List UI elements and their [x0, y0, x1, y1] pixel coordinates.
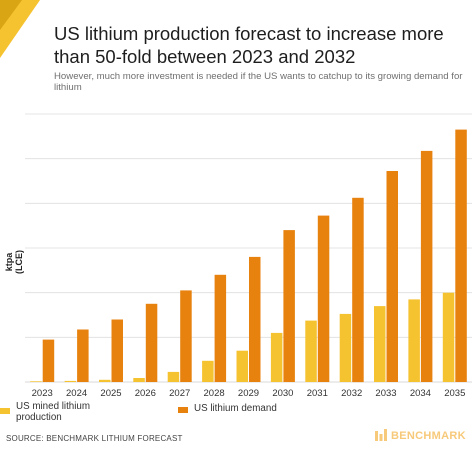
x-tick-label: 2024 [66, 388, 87, 399]
x-tick-label: 2033 [375, 388, 396, 399]
brand-name: BENCHMARK [391, 430, 466, 442]
bar-mined-2030 [270, 332, 283, 382]
brand-logo: BENCHMARK [374, 428, 470, 444]
bar-demand-2030 [283, 230, 295, 382]
x-tick-label: 2035 [444, 388, 465, 399]
bar-demand-2029 [249, 256, 261, 382]
bar-mined-2024 [64, 380, 77, 382]
bar-mined-2025 [99, 379, 111, 382]
x-tick-label: 2026 [135, 388, 156, 399]
bar-demand-2025 [111, 319, 123, 382]
legend-label-mined: US mined lithium production [16, 401, 91, 423]
bar-mined-2031 [305, 320, 317, 382]
bar-mined-2027 [167, 371, 180, 382]
bar-demand-2026 [145, 303, 158, 382]
x-tick-label: 2025 [100, 388, 121, 399]
legend-swatch-mined [0, 408, 10, 414]
bar-demand-2032 [352, 197, 364, 383]
x-tick-label: 2032 [341, 388, 362, 399]
bar-demand-2035 [455, 129, 467, 382]
bar-demand-2028 [214, 274, 227, 382]
legend-label-demand: US lithium demand [194, 403, 277, 414]
bar-demand-2031 [317, 215, 330, 382]
x-tick-label: 2023 [32, 388, 53, 399]
bar-mined-2035 [442, 292, 455, 382]
chart-subtitle: However, much more investment is needed … [54, 71, 463, 93]
bar-mined-2026 [133, 378, 145, 382]
bar-demand-2027 [180, 290, 192, 382]
x-tick-label: 2030 [272, 388, 293, 399]
bar-demand-2034 [420, 150, 433, 382]
x-tick-label: 2027 [169, 388, 190, 399]
x-tick-label: 2031 [307, 388, 328, 399]
bar-mined-2029 [236, 350, 248, 382]
folded-corner-logo-icon [0, 0, 40, 58]
x-tick-label: 2028 [204, 388, 225, 399]
benchmark-logo-icon [375, 429, 387, 441]
legend-swatch-demand [178, 407, 188, 413]
x-tick-label: 2034 [410, 388, 431, 399]
bar-demand-2023 [42, 339, 55, 382]
chart-title: US lithium production forecast to increa… [54, 23, 444, 67]
bar-mined-2034 [408, 299, 420, 382]
source-note: SOURCE: BENCHMARK LITHIUM FORECAST [6, 434, 183, 443]
bar-mined-2028 [202, 360, 214, 382]
bar-mined-2033 [374, 306, 386, 382]
bar-demand-2024 [77, 329, 89, 382]
bar-demand-2033 [386, 171, 398, 382]
bar-mined-2023 [30, 381, 42, 382]
bar-mined-2032 [339, 313, 352, 382]
x-tick-label: 2029 [238, 388, 259, 399]
